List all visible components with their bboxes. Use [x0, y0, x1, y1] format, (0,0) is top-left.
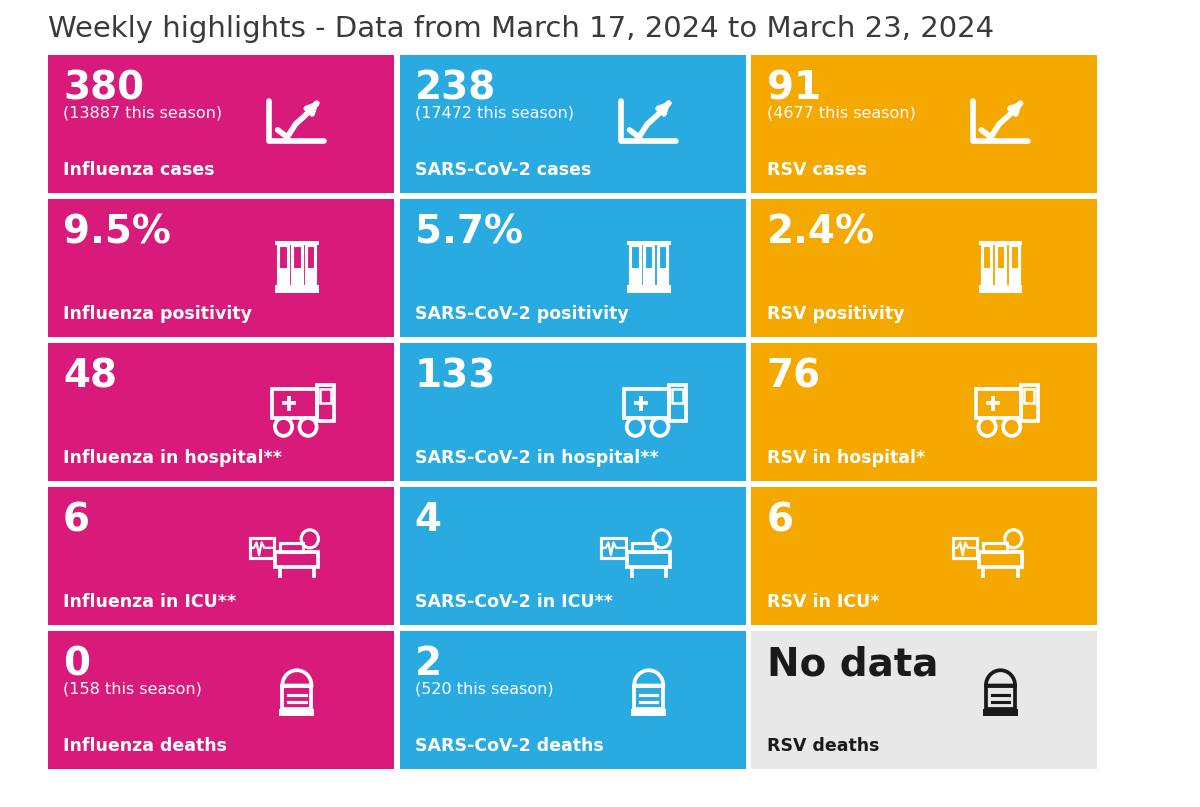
- Text: 91: 91: [767, 69, 821, 107]
- Bar: [280, 709, 314, 716]
- Text: SARS-CoV-2 cases: SARS-CoV-2 cases: [415, 161, 592, 179]
- Bar: [979, 240, 1022, 245]
- Text: 4: 4: [415, 501, 442, 539]
- Bar: [1024, 389, 1034, 404]
- Text: 9.5%: 9.5%: [62, 213, 170, 251]
- Text: Influenza in hospital**: Influenza in hospital**: [62, 449, 282, 467]
- Bar: [275, 240, 319, 245]
- Bar: [997, 269, 1004, 285]
- Bar: [400, 487, 745, 625]
- Bar: [48, 631, 394, 769]
- Bar: [626, 240, 671, 245]
- Text: 76: 76: [767, 357, 821, 395]
- Text: RSV deaths: RSV deaths: [767, 737, 880, 755]
- Bar: [996, 245, 1006, 286]
- Bar: [751, 631, 1098, 769]
- Bar: [631, 269, 638, 285]
- Text: SARS-CoV-2 deaths: SARS-CoV-2 deaths: [415, 737, 604, 755]
- Text: 380: 380: [62, 69, 144, 107]
- Text: 2: 2: [415, 645, 442, 683]
- Bar: [317, 386, 334, 421]
- Bar: [1009, 245, 1019, 286]
- Text: 6: 6: [767, 501, 793, 539]
- Text: 238: 238: [415, 69, 496, 107]
- Bar: [983, 269, 991, 285]
- Bar: [751, 55, 1098, 193]
- Text: SARS-CoV-2 in hospital**: SARS-CoV-2 in hospital**: [415, 449, 659, 467]
- Bar: [631, 709, 666, 716]
- Bar: [293, 269, 301, 285]
- Text: (4677 this season): (4677 this season): [767, 105, 916, 120]
- Bar: [282, 685, 312, 709]
- Text: 2.4%: 2.4%: [767, 213, 875, 251]
- Bar: [601, 538, 625, 558]
- Text: RSV positivity: RSV positivity: [767, 305, 904, 323]
- Text: 0: 0: [62, 645, 90, 683]
- Bar: [634, 685, 664, 709]
- Text: 133: 133: [415, 357, 496, 395]
- Bar: [628, 552, 670, 567]
- Text: (520 this season): (520 this season): [415, 681, 553, 696]
- Bar: [292, 245, 301, 286]
- Text: RSV in hospital*: RSV in hospital*: [767, 449, 925, 467]
- Text: Influenza cases: Influenza cases: [62, 161, 215, 179]
- Bar: [668, 386, 686, 421]
- Text: SARS-CoV-2 in ICU**: SARS-CoV-2 in ICU**: [415, 593, 613, 611]
- Bar: [979, 286, 1022, 293]
- Text: RSV cases: RSV cases: [767, 161, 866, 179]
- Bar: [644, 269, 653, 285]
- Bar: [400, 631, 745, 769]
- Bar: [1010, 269, 1018, 285]
- Bar: [953, 538, 977, 558]
- Text: 48: 48: [62, 357, 116, 395]
- Bar: [400, 343, 745, 481]
- Bar: [400, 55, 745, 193]
- Bar: [659, 269, 666, 285]
- Text: RSV in ICU*: RSV in ICU*: [767, 593, 880, 611]
- Bar: [48, 55, 394, 193]
- Bar: [986, 685, 1015, 709]
- Bar: [48, 343, 394, 481]
- Text: Weekly highlights - Data from March 17, 2024 to March 23, 2024: Weekly highlights - Data from March 17, …: [48, 15, 994, 43]
- Bar: [751, 343, 1098, 481]
- Bar: [976, 389, 1021, 418]
- Text: (158 this season): (158 this season): [62, 681, 202, 696]
- Bar: [751, 487, 1098, 625]
- Bar: [982, 245, 991, 286]
- Text: (13887 this season): (13887 this season): [62, 105, 222, 120]
- Bar: [751, 199, 1098, 337]
- Bar: [983, 543, 1007, 552]
- Bar: [624, 389, 668, 418]
- Bar: [272, 389, 317, 418]
- Bar: [280, 269, 287, 285]
- Bar: [400, 199, 745, 337]
- Text: SARS-CoV-2 positivity: SARS-CoV-2 positivity: [415, 305, 629, 323]
- Bar: [631, 543, 655, 552]
- Bar: [306, 245, 316, 286]
- Bar: [250, 538, 274, 558]
- Bar: [1021, 386, 1038, 421]
- Text: 6: 6: [62, 501, 90, 539]
- Bar: [307, 269, 314, 285]
- Text: Influenza deaths: Influenza deaths: [62, 737, 227, 755]
- Text: Influenza positivity: Influenza positivity: [62, 305, 252, 323]
- Bar: [278, 245, 288, 286]
- Bar: [630, 245, 640, 286]
- Bar: [275, 286, 319, 293]
- Bar: [644, 245, 654, 286]
- Bar: [983, 709, 1018, 716]
- Bar: [280, 543, 304, 552]
- Bar: [320, 389, 331, 404]
- Text: Influenza in ICU**: Influenza in ICU**: [62, 593, 236, 611]
- Text: No data: No data: [767, 645, 938, 683]
- Bar: [658, 245, 667, 286]
- Text: (17472 this season): (17472 this season): [415, 105, 574, 120]
- Bar: [276, 552, 318, 567]
- Bar: [672, 389, 683, 404]
- Bar: [979, 552, 1022, 567]
- Bar: [626, 286, 671, 293]
- Bar: [48, 199, 394, 337]
- Text: 5.7%: 5.7%: [415, 213, 523, 251]
- Bar: [48, 487, 394, 625]
